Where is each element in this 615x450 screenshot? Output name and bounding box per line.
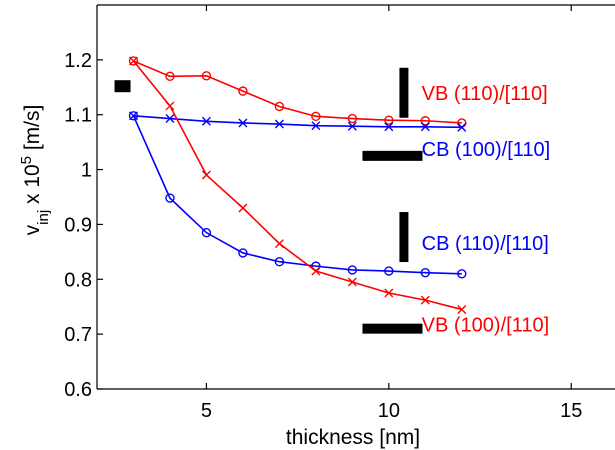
y-tick-label: 0.9: [64, 214, 92, 236]
data-point: [238, 203, 248, 213]
y-tick-label: 0.7: [64, 324, 92, 346]
series-label-4: VB (100)/[110]: [422, 314, 549, 336]
data-point: [165, 193, 175, 203]
series-line-2: [133, 115, 462, 129]
data-point-stroke: [165, 114, 175, 124]
data-point: [347, 121, 357, 131]
data-point-stroke: [347, 277, 357, 287]
data-point: [384, 122, 394, 132]
data-point-stroke: [384, 288, 394, 298]
x-axis-label: thickness [nm]: [286, 426, 420, 449]
data-point: [347, 113, 358, 124]
data-point: [384, 288, 394, 298]
data-point-stroke: [311, 121, 321, 131]
data-point: [274, 101, 285, 112]
data-point: [457, 269, 467, 279]
data-point: [128, 111, 139, 121]
data-point-stroke: [457, 304, 467, 314]
data-point: [201, 170, 211, 180]
data-point: [420, 268, 431, 278]
series-label-1: VB (110)/[110]: [422, 83, 548, 105]
series-line-1: [133, 60, 462, 124]
data-point: [128, 56, 138, 66]
data-point-stroke: [238, 203, 248, 213]
series-line-3: [132, 115, 462, 275]
data-point: [165, 71, 175, 82]
series-label-2: CB (100)/[110]: [422, 139, 551, 161]
x-tick-label: 5: [201, 400, 212, 422]
data-point: [201, 116, 211, 126]
y-axis-label-mid: x 10: [21, 164, 44, 210]
x-tick-label: 15: [560, 400, 582, 422]
axes-layer: 0.6 0.7 0.8 0.9 1 1.1 1.2 5 10 15: [64, 4, 615, 422]
y-axis-label-sub: inj: [35, 210, 52, 225]
y-tick-label: 0.6: [64, 379, 92, 401]
data-point: [274, 257, 285, 267]
data-point: [384, 266, 394, 276]
data-point: [201, 227, 212, 238]
series-layer: [128, 56, 467, 314]
data-point: [201, 71, 212, 81]
data-point-stroke: [165, 101, 175, 111]
black-vertical-bar: [399, 212, 409, 263]
data-point: [384, 115, 394, 125]
y-axis-label: vinj x 105 [m/s]: [18, 105, 52, 236]
y-axis-label-base: v: [21, 224, 44, 235]
data-point-stroke: [274, 119, 284, 129]
data-point: [238, 118, 248, 128]
data-point: [420, 295, 430, 305]
x-tick-label: 10: [378, 400, 400, 422]
y-axis-label-sup: 5: [18, 156, 35, 164]
data-point: [420, 116, 431, 126]
data-point: [128, 56, 139, 66]
y-axis-label-unit: [m/s]: [21, 105, 44, 156]
data-point: [311, 266, 321, 276]
data-point-stroke: [201, 116, 211, 126]
y-tick-label: 1.2: [64, 50, 92, 72]
series-line-4: [132, 60, 462, 311]
data-point: [165, 114, 175, 124]
data-point-stroke: [420, 295, 430, 305]
data-point-stroke: [201, 170, 211, 180]
black-square-mark: [114, 80, 131, 93]
data-point: [311, 121, 321, 131]
data-point: [420, 122, 430, 132]
data-point-stroke: [457, 122, 467, 132]
data-point-stroke: [238, 118, 248, 128]
black-horizontal-bar: [362, 323, 423, 334]
data-point: [347, 277, 357, 287]
data-point-stroke: [128, 56, 138, 66]
data-point-stroke: [347, 121, 357, 131]
data-point-stroke: [311, 266, 321, 276]
data-point: [274, 119, 284, 129]
series-label-3: CB (110)/[110]: [422, 233, 549, 255]
marker-layer: [114, 67, 423, 334]
data-point: [311, 111, 321, 122]
data-point: [457, 304, 467, 314]
data-point-stroke: [274, 239, 284, 249]
data-point: [165, 101, 175, 111]
y-tick-label: 1.1: [64, 105, 92, 127]
data-point: [274, 239, 284, 249]
data-point: [457, 122, 467, 132]
y-tick-label: 0.8: [64, 269, 92, 291]
black-vertical-bar: [399, 67, 409, 118]
annotation-layer: VB (110)/[110] CB (100)/[110] CB (110)/[11…: [422, 83, 551, 336]
data-point: [238, 86, 248, 96]
black-horizontal-bar: [362, 150, 423, 161]
data-point: [238, 248, 248, 258]
data-point-stroke: [420, 122, 430, 132]
y-tick-label: 1: [81, 160, 92, 182]
data-point-stroke: [384, 122, 394, 132]
data-point: [347, 265, 358, 275]
